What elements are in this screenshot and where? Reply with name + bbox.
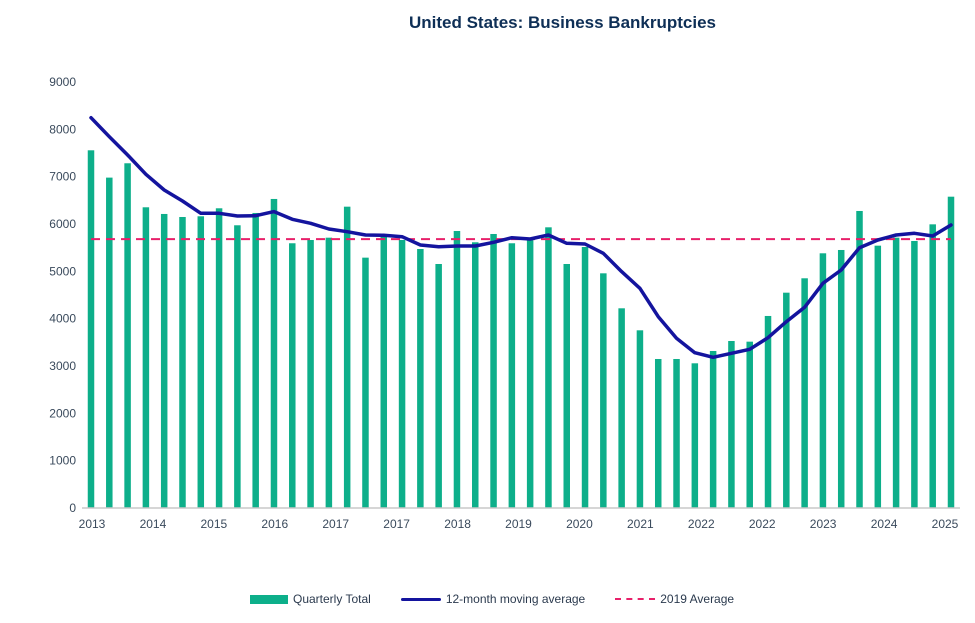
bar-quarterly-total <box>252 212 259 509</box>
x-tick-label: 2024 <box>871 517 898 531</box>
bar-quarterly-total <box>124 163 131 508</box>
bar-quarterly-total <box>837 249 845 508</box>
bar-quarterly-total <box>600 273 607 508</box>
legend: Quarterly Total 12-month moving average … <box>250 592 764 606</box>
bar-quarterly-total <box>435 263 442 508</box>
bar-quarterly-total <box>362 257 369 508</box>
bar-quarterly-total <box>142 207 150 509</box>
bar-quarterly-total <box>490 233 497 508</box>
y-tick-label: 7000 <box>49 170 76 184</box>
bar-quarterly-total <box>709 350 717 508</box>
y-tick-label: 8000 <box>49 122 76 136</box>
bar-quarterly-total <box>160 213 168 508</box>
x-tick-label: 2017 <box>322 517 349 531</box>
x-tick-label: 2016 <box>261 517 288 531</box>
bar-quarterly-total <box>453 231 461 508</box>
bar-quarterly-total <box>508 243 516 509</box>
bar-quarterly-total <box>87 150 95 508</box>
bar-quarterly-total <box>728 341 735 508</box>
bar-quarterly-total <box>417 248 424 508</box>
y-tick-label: 1000 <box>49 454 76 468</box>
x-tick-label: 2015 <box>201 517 228 531</box>
bar-quarterly-total <box>307 239 314 509</box>
bar-quarterly-total <box>801 278 808 508</box>
x-tick-label: 2025 <box>932 517 959 531</box>
bar-swatch-icon <box>250 594 288 604</box>
legend-item-quarterly-total: Quarterly Total <box>250 592 371 606</box>
bar-quarterly-total <box>234 225 241 508</box>
bar-quarterly-total <box>947 196 955 508</box>
bar-quarterly-total <box>892 237 900 509</box>
moving-average-line <box>89 115 953 360</box>
bar-quarterly-total <box>197 216 205 508</box>
x-tick-label: 2021 <box>627 517 654 531</box>
bar-quarterly-total <box>270 198 278 508</box>
y-tick-label: 4000 <box>49 312 76 326</box>
bar-quarterly-total <box>325 237 333 509</box>
dashed-line-swatch-icon <box>615 598 656 600</box>
bar-quarterly-total <box>215 208 223 508</box>
bar-quarterly-total <box>106 177 113 508</box>
bar-quarterly-total <box>563 263 570 508</box>
bar-quarterly-total <box>380 236 388 508</box>
bar-quarterly-total <box>472 242 479 508</box>
y-tick-label: 6000 <box>49 217 76 231</box>
x-tick-label: 2014 <box>140 517 167 531</box>
bar-quarterly-total <box>929 224 936 508</box>
legend-item-2019-average: 2019 Average <box>615 592 734 606</box>
x-tick-label: 2013 <box>79 517 106 531</box>
x-tick-label: 2019 <box>505 517 532 531</box>
legend-label: 12-month moving average <box>445 592 586 606</box>
x-tick-label: 2018 <box>444 517 471 531</box>
bar-quarterly-total <box>783 292 790 508</box>
line-swatch-icon <box>400 597 441 601</box>
bar-quarterly-total <box>398 239 406 509</box>
y-axis: 0 1000 2000 3000 4000 5000 6000 7000 8000 9000 <box>49 75 76 515</box>
legend-label: 2019 Average <box>660 592 735 606</box>
bar-quarterly-total <box>636 330 644 508</box>
bar-quarterly-total <box>691 363 699 508</box>
bar-quarterly-total <box>856 210 863 508</box>
legend-label: Quarterly Total <box>293 592 371 606</box>
bar-quarterly-total <box>545 227 552 508</box>
bar-quarterly-total <box>673 358 680 508</box>
x-tick-label: 2022 <box>688 517 715 531</box>
x-tick-label: 2020 <box>566 517 593 531</box>
bar-quarterly-total <box>911 240 918 508</box>
chart-title: United States: Business Bankruptcies <box>408 13 717 32</box>
x-tick-label: 2023 <box>810 517 837 531</box>
legend-item-moving-average: 12-month moving average <box>400 592 586 606</box>
x-tick-label: 2017 <box>383 517 410 531</box>
bar-quarterly-total <box>179 216 186 508</box>
bar-quarterly-total <box>874 245 882 509</box>
y-tick-label: 0 <box>69 501 76 515</box>
bar-quarterly-total <box>654 358 662 508</box>
x-tick-label: 2022 <box>749 517 776 531</box>
x-axis: 2013 2014 2015 2016 2017 2017 2018 2019 2020 2021… <box>79 517 959 531</box>
y-tick-label: 5000 <box>49 264 76 278</box>
bar-quarterly-total <box>526 239 534 508</box>
y-tick-label: 9000 <box>49 75 76 89</box>
bar-quarterly-total <box>618 308 625 508</box>
bar-quarterly-total <box>764 315 772 508</box>
quarterly-bars <box>87 150 955 509</box>
bar-quarterly-total <box>819 253 827 508</box>
y-tick-label: 3000 <box>49 359 76 373</box>
y-tick-label: 2000 <box>49 406 76 420</box>
bar-quarterly-total <box>343 206 351 508</box>
bar-quarterly-total <box>289 243 296 509</box>
bar-quarterly-total <box>581 247 589 508</box>
bar-quarterly-total <box>746 341 753 508</box>
